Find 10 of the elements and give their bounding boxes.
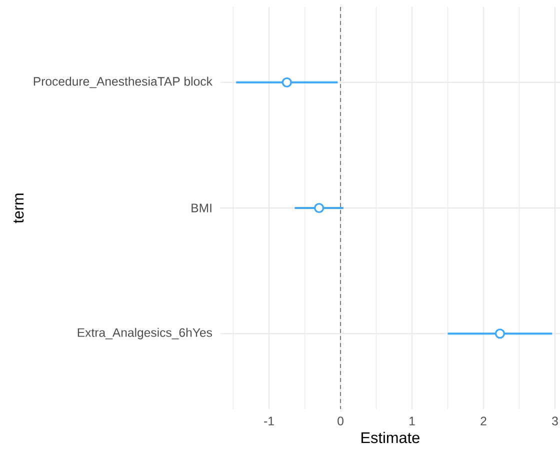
x-tick-label: 0 <box>338 416 344 426</box>
y-tick-label: Procedure_AnesthesiaTAP block <box>34 76 212 88</box>
y-axis-title: term <box>14 194 24 224</box>
x-tick-label: -1 <box>264 416 274 426</box>
y-tick-label: Extra_Analgesics_6hYes <box>78 328 212 340</box>
x-tick-label: 1 <box>410 416 415 426</box>
x-axis-title: Estimate <box>362 432 420 444</box>
x-tick-label: 3 <box>552 416 558 426</box>
y-tick-label: BMI <box>192 204 212 212</box>
x-tick-label: 2 <box>480 416 486 426</box>
